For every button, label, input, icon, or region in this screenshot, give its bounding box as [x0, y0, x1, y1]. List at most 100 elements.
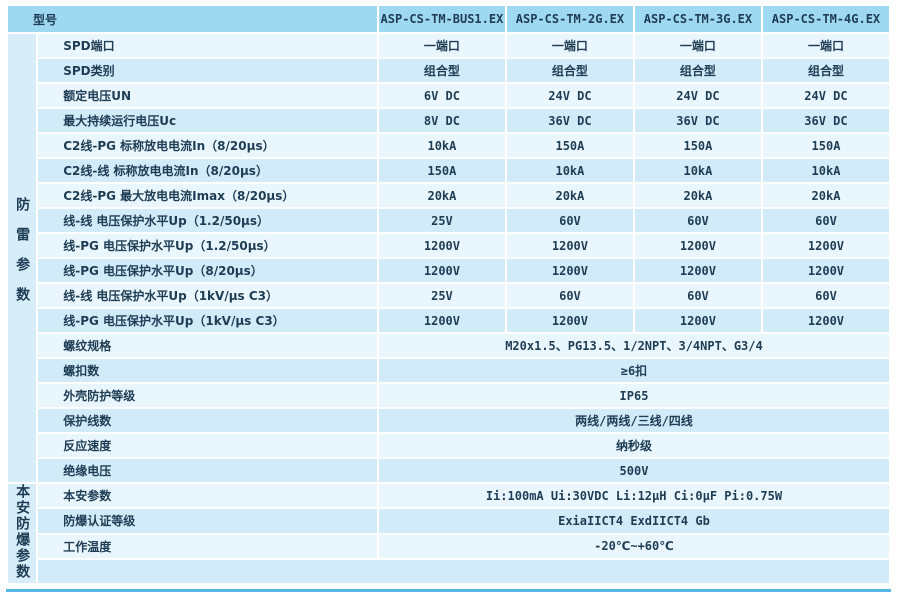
spec-value: 36V DC: [634, 109, 761, 132]
spec-value: 150A: [506, 134, 633, 157]
spec-value: 6V DC: [378, 84, 505, 107]
section-side-label-lightning: 防雷参数: [8, 34, 37, 482]
table-row: C2线-PG 标称放电电流In（8/20μs） 10kA 150A 150A 1…: [8, 134, 889, 157]
spec-value: 10kA: [634, 159, 761, 182]
spec-value: 24V DC: [506, 84, 633, 107]
spec-table: 型号 ASP-CS-TM-BUS1.EX ASP-CS-TM-2G.EX ASP…: [6, 4, 891, 585]
spec-value: 1200V: [762, 234, 889, 257]
spec-value: 组合型: [506, 59, 633, 82]
table-row: 线-PG 电压保护水平Up（1.2/50μs） 1200V 1200V 1200…: [8, 234, 889, 257]
table-row: 线-PG 电压保护水平Up（1kV/μs C3） 1200V 1200V 120…: [8, 309, 889, 332]
spec-value: 150A: [378, 159, 505, 182]
spec-value: 60V: [506, 284, 633, 307]
param-label: 绝缘电压: [38, 459, 377, 482]
spec-value: 25V: [378, 209, 505, 232]
spec-value: 一端口: [762, 34, 889, 57]
param-label: 保护线数: [38, 409, 377, 432]
spec-value: 150A: [762, 134, 889, 157]
spec-value: 24V DC: [634, 84, 761, 107]
param-label: SPD类别: [38, 59, 377, 82]
spec-value: 组合型: [762, 59, 889, 82]
spec-value: 60V: [506, 209, 633, 232]
spec-value: 1200V: [506, 234, 633, 257]
spec-value-merged: 两线/两线/三线/四线: [378, 409, 889, 432]
bottom-divider: [6, 589, 891, 592]
spec-value: 36V DC: [506, 109, 633, 132]
spec-value: 20kA: [506, 184, 633, 207]
param-label: C2线-PG 最大放电电流Imax（8/20μs）: [38, 184, 377, 207]
spec-value-merged: IP65: [378, 384, 889, 407]
param-label: 最大持续运行电压Uc: [38, 109, 377, 132]
spec-value: 1200V: [634, 309, 761, 332]
table-row: C2线-PG 最大放电电流Imax（8/20μs） 20kA 20kA 20kA…: [8, 184, 889, 207]
spec-value: 25V: [378, 284, 505, 307]
empty-row-cell: [38, 559, 889, 583]
param-label: 螺纹规格: [38, 334, 377, 357]
table-row: 绝缘电压 500V: [8, 459, 889, 482]
param-label: 线-线 电压保护水平Up（1kV/μs C3）: [38, 284, 377, 307]
table-row: [8, 559, 889, 583]
param-label: 线-PG 电压保护水平Up（8/20μs）: [38, 259, 377, 282]
table-row: 额定电压UN 6V DC 24V DC 24V DC 24V DC: [8, 84, 889, 107]
spec-value: 20kA: [762, 184, 889, 207]
param-label: 线-PG 电压保护水平Up（1.2/50μs）: [38, 234, 377, 257]
model-header: ASP-CS-TM-3G.EX: [634, 6, 761, 32]
spec-value-merged: M20x1.5、PG13.5、1/2NPT、3/4NPT、G3/4: [378, 334, 889, 357]
spec-value-merged: 纳秒级: [378, 434, 889, 457]
spec-value: 60V: [634, 209, 761, 232]
spec-value: 8V DC: [378, 109, 505, 132]
table-row: 防爆认证等级 ExiaIICT4 ExdIICT4 Gb: [8, 509, 889, 533]
table-row: C2线-线 标称放电电流In（8/20μs） 150A 10kA 10kA 10…: [8, 159, 889, 182]
section-side-label-intrinsic-safety: 本安防爆参数: [8, 484, 37, 583]
spec-value: 20kA: [634, 184, 761, 207]
table-row: 防雷参数 SPD端口 一端口 一端口 一端口 一端口: [8, 34, 889, 482]
spec-value: 150A: [634, 134, 761, 157]
spec-value: 1200V: [378, 309, 505, 332]
table-header-row: 型号 ASP-CS-TM-BUS1.EX ASP-CS-TM-2G.EX ASP…: [8, 6, 889, 32]
param-label: C2线-PG 标称放电电流In（8/20μs）: [38, 134, 377, 157]
spec-value: 1200V: [762, 259, 889, 282]
param-label: 反应速度: [38, 434, 377, 457]
table-row: SPD类别 组合型 组合型 组合型 组合型: [8, 59, 889, 82]
model-header: ASP-CS-TM-BUS1.EX: [378, 6, 505, 32]
spec-value: 1200V: [506, 259, 633, 282]
table-row: 螺扣数 ≥6扣: [8, 359, 889, 382]
spec-value: 60V: [762, 209, 889, 232]
spec-value: 20kA: [378, 184, 505, 207]
spec-value: 一端口: [506, 34, 633, 57]
param-label: 工作温度: [38, 534, 377, 558]
spec-value: 一端口: [634, 34, 761, 57]
spec-value: 10kA: [378, 134, 505, 157]
table-row: 反应速度 纳秒级: [8, 434, 889, 457]
table-row: 线-PG 电压保护水平Up（8/20μs） 1200V 1200V 1200V …: [8, 259, 889, 282]
spec-value-merged: ≥6扣: [378, 359, 889, 382]
model-header: ASP-CS-TM-4G.EX: [762, 6, 889, 32]
spec-value-merged: -20℃~+60℃: [378, 534, 889, 558]
header-model-label: 型号: [8, 6, 377, 32]
param-label: SPD端口: [38, 34, 377, 57]
param-label: 外壳防护等级: [38, 384, 377, 407]
spec-value: 24V DC: [762, 84, 889, 107]
table-row: 线-线 电压保护水平Up（1.2/50μs） 25V 60V 60V 60V: [8, 209, 889, 232]
spec-value: 组合型: [634, 59, 761, 82]
spec-value: 一端口: [378, 34, 505, 57]
table-row: 工作温度 -20℃~+60℃: [8, 534, 889, 558]
table-row: 外壳防护等级 IP65: [8, 384, 889, 407]
param-label: 额定电压UN: [38, 84, 377, 107]
table-row: 最大持续运行电压Uc 8V DC 36V DC 36V DC 36V DC: [8, 109, 889, 132]
spec-value: 1200V: [506, 309, 633, 332]
param-label: 防爆认证等级: [38, 509, 377, 533]
table-row: 螺纹规格 M20x1.5、PG13.5、1/2NPT、3/4NPT、G3/4: [8, 334, 889, 357]
spec-value: 1200V: [634, 259, 761, 282]
spec-value-merged: 500V: [378, 459, 889, 482]
param-label: 线-线 电压保护水平Up（1.2/50μs）: [38, 209, 377, 232]
param-label: 螺扣数: [38, 359, 377, 382]
spec-value: 60V: [634, 284, 761, 307]
spec-value: 组合型: [378, 59, 505, 82]
spec-value: 1200V: [378, 259, 505, 282]
spec-value: 60V: [762, 284, 889, 307]
spec-value: 1200V: [378, 234, 505, 257]
model-header: ASP-CS-TM-2G.EX: [506, 6, 633, 32]
table-row: 线-线 电压保护水平Up（1kV/μs C3） 25V 60V 60V 60V: [8, 284, 889, 307]
